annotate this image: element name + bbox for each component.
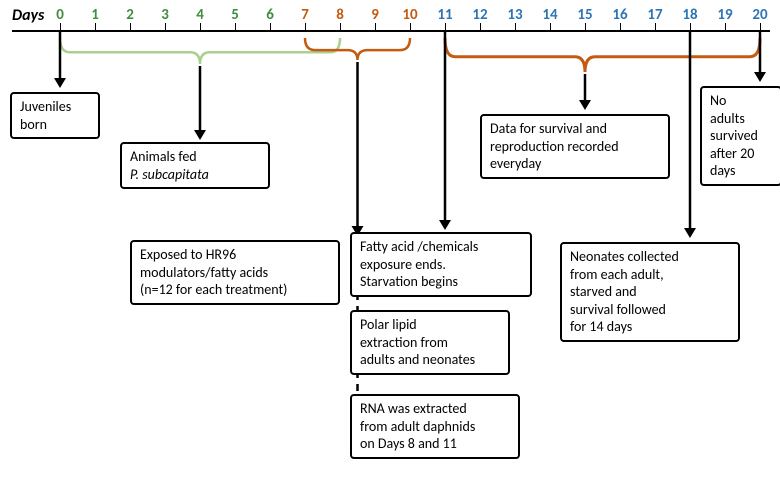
tick-11 [445, 23, 446, 32]
box-exposed: Exposed to HR96modulators/fatty acids(n=… [130, 240, 340, 305]
day-number-6: 6 [266, 6, 274, 24]
day-number-2: 2 [126, 6, 134, 24]
tick-9 [375, 23, 376, 32]
tick-3 [165, 23, 166, 32]
arrow-juveniles [54, 32, 66, 88]
tick-1 [95, 23, 96, 32]
tick-18 [690, 23, 691, 32]
tick-12 [480, 23, 481, 32]
box-noadults: Noadultssurvivedafter 20days [700, 86, 780, 186]
tick-0 [60, 23, 61, 32]
day-number-16: 16 [612, 6, 627, 24]
arrow-neonates [684, 32, 696, 238]
day-number-10: 10 [402, 6, 417, 24]
tick-15 [585, 23, 586, 32]
day-number-19: 19 [717, 6, 732, 24]
day-number-14: 14 [542, 6, 557, 24]
timeline-axis [12, 30, 770, 32]
tick-5 [235, 23, 236, 32]
tick-2 [130, 23, 131, 32]
brace-1 [305, 38, 410, 60]
box-rna: RNA was extractedfrom adult daphnidson D… [350, 394, 520, 459]
day-number-15: 15 [577, 6, 592, 24]
box-juveniles: Juvenilesborn [10, 92, 100, 139]
arrow-data [579, 74, 591, 110]
brace-2 [445, 38, 760, 72]
tick-8 [340, 23, 341, 32]
box-fed: Animals fedP. subcapitata [120, 142, 270, 189]
tick-6 [270, 23, 271, 32]
day-number-7: 7 [301, 6, 309, 24]
day-number-8: 8 [336, 6, 344, 24]
day-number-3: 3 [161, 6, 169, 24]
day-number-13: 13 [507, 6, 522, 24]
tick-14 [550, 23, 551, 32]
arrow-fed [194, 66, 206, 140]
arrow-noadults [754, 32, 766, 82]
day-number-12: 12 [472, 6, 487, 24]
day-number-11: 11 [437, 6, 452, 24]
box-polar: Polar lipidextraction fromadults and neo… [350, 310, 510, 375]
tick-17 [655, 23, 656, 32]
tick-13 [515, 23, 516, 32]
box-exposureends: Fatty acid /chemicalsexposure ends.Starv… [350, 232, 532, 297]
arrow-exposure-ends [439, 32, 451, 230]
day-number-1: 1 [91, 6, 99, 24]
box-neonates: Neonates collectedfrom each adult,starve… [560, 242, 740, 342]
tick-19 [725, 23, 726, 32]
arrow-exposed [352, 62, 364, 236]
tick-20 [760, 23, 761, 32]
days-label: Days [12, 6, 44, 25]
box-data: Data for survival andreproduction record… [480, 114, 670, 179]
day-number-17: 17 [647, 6, 662, 24]
day-number-9: 9 [371, 6, 379, 24]
day-number-18: 18 [682, 6, 697, 24]
day-number-0: 0 [56, 6, 64, 24]
day-number-4: 4 [196, 6, 204, 24]
tick-10 [410, 23, 411, 32]
tick-16 [620, 23, 621, 32]
tick-7 [305, 23, 306, 32]
tick-4 [200, 23, 201, 32]
day-number-5: 5 [231, 6, 239, 24]
brace-0 [60, 38, 340, 64]
day-number-20: 20 [752, 6, 767, 24]
